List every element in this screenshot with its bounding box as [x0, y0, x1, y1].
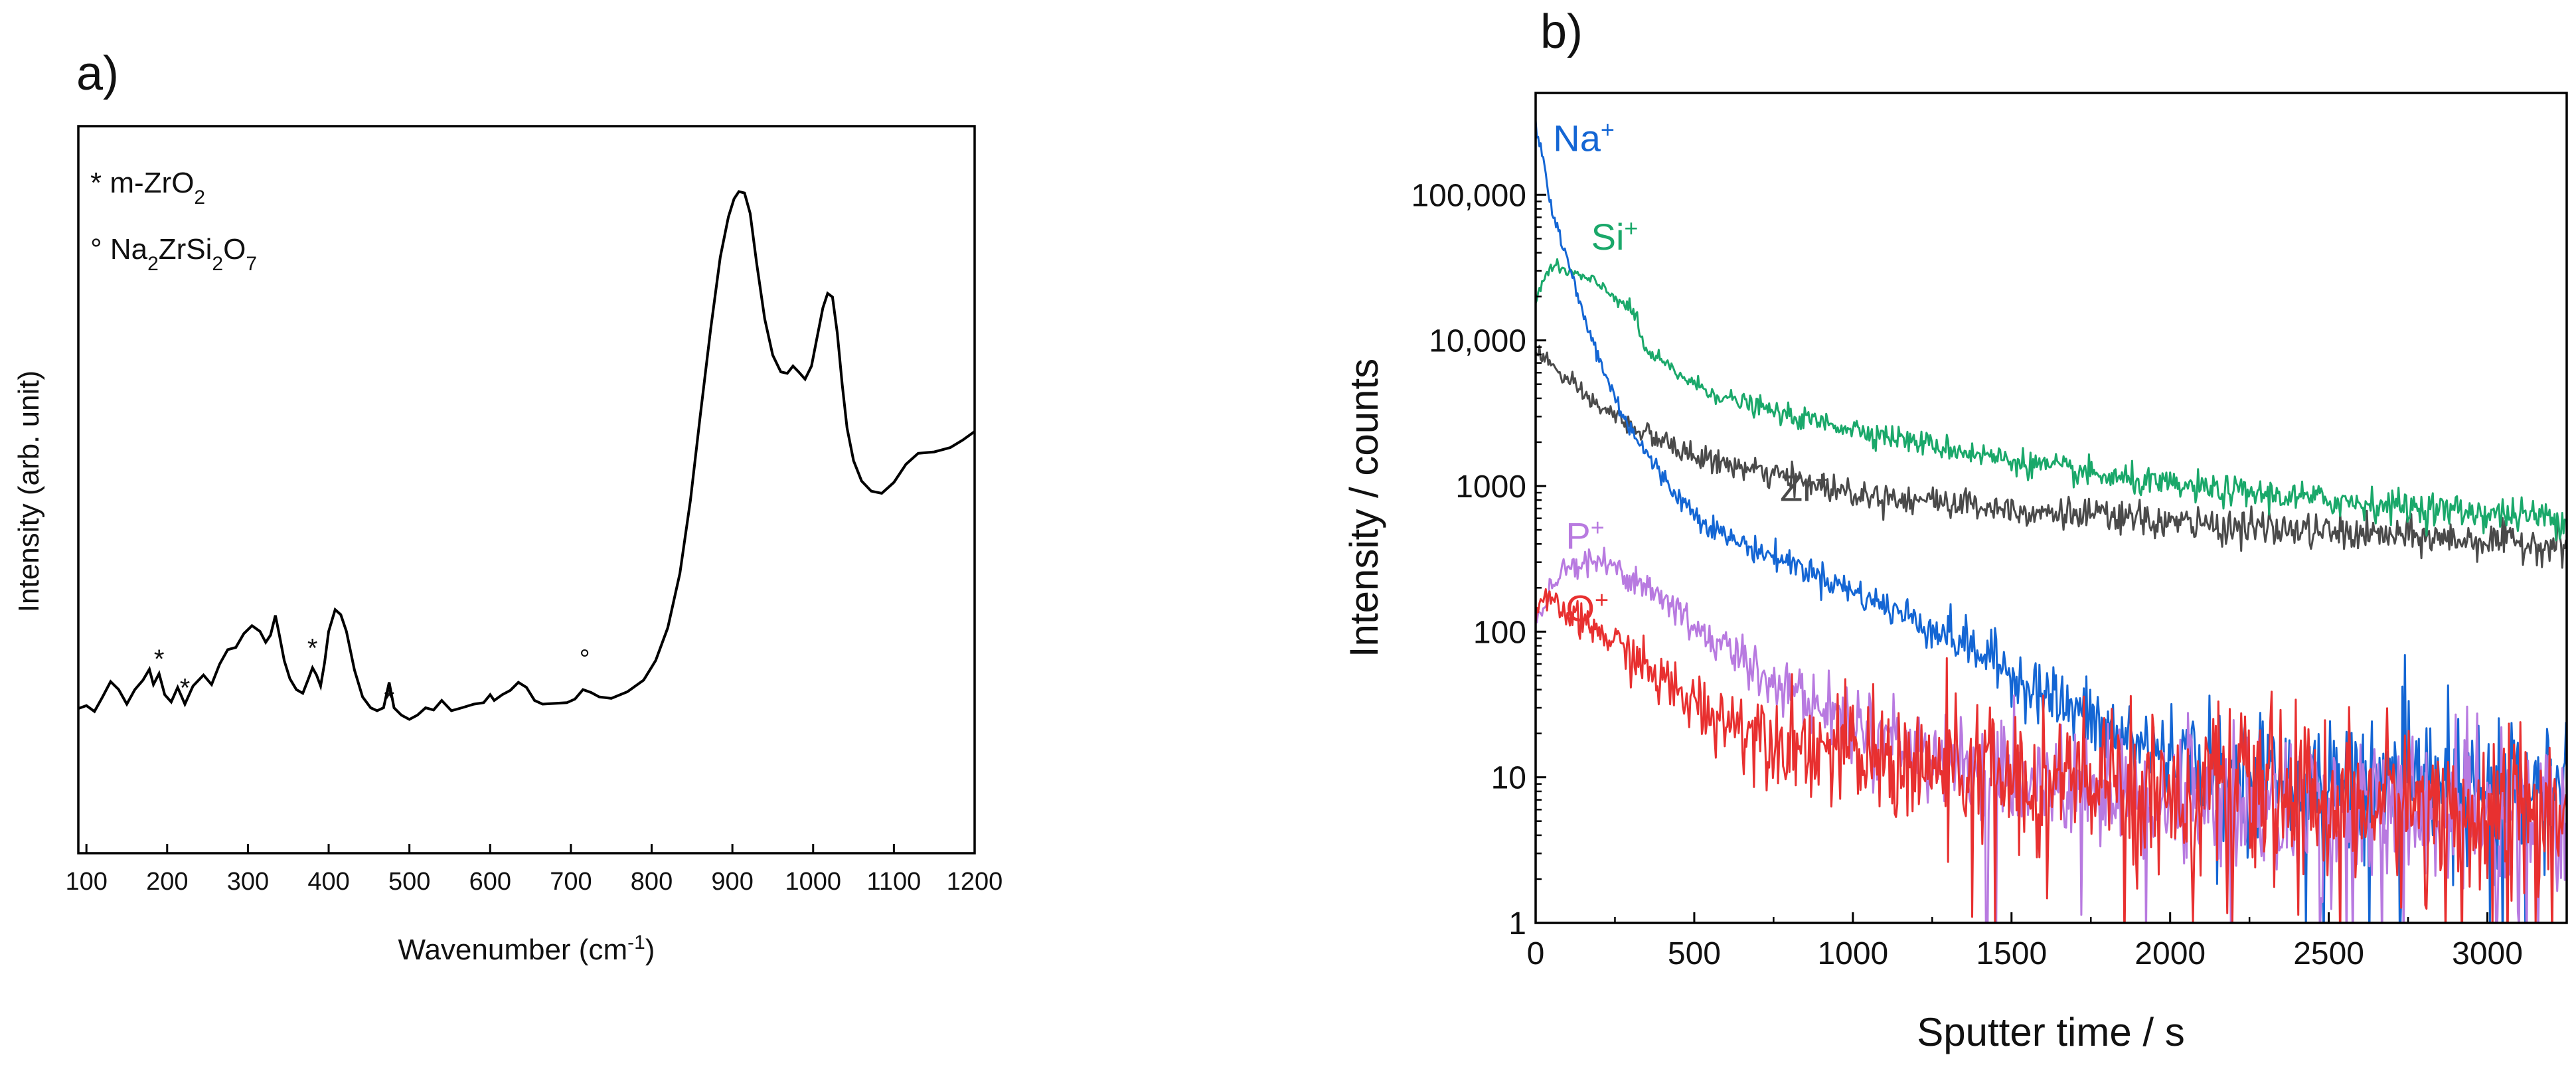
- panel-b-series-label-name: O: [1566, 588, 1595, 629]
- panel-b-x-tick-label: 500: [1668, 936, 1721, 971]
- panel-a-legend: * m-ZrO2° Na2ZrSi2O7: [90, 167, 257, 275]
- panel-a-peak-marker: *: [154, 645, 165, 674]
- panel-a-raman-line: [78, 190, 976, 721]
- panel-a-x-tick-label: 600: [469, 868, 511, 896]
- panel-b-series-lines: [1536, 120, 2567, 923]
- panel-b-label: b): [1540, 5, 1583, 58]
- panel-b-x-tick-label: 2500: [2293, 936, 2364, 971]
- panel-b-x-tick-label: 3000: [2452, 936, 2523, 971]
- panel-a-legend-text: 7: [246, 253, 257, 275]
- panel-b-x-tick-label: 1500: [1976, 936, 2047, 971]
- panel-b-series-o-line: [1536, 588, 2567, 923]
- panel-a-legend-text: ZrSi: [159, 233, 212, 266]
- panel-a-legend-symbol: °: [90, 233, 110, 266]
- panel-a-x-tick-label: 800: [631, 868, 673, 896]
- panel-a-legend-text: 2: [147, 253, 159, 275]
- panel-b-series-label-name: P: [1566, 515, 1590, 557]
- panel-a-x-tick-label: 900: [711, 868, 753, 896]
- panel-b-y-tick-label: 10,000: [1429, 324, 1526, 359]
- panel-a-legend-entry: * m-ZrO2: [90, 167, 205, 208]
- panel-b-series-label-o: O+: [1566, 586, 1609, 629]
- panel-a-x-tick-label: 200: [146, 868, 188, 896]
- panel-a-x-axis-title-main: Wavenumber (cm: [398, 934, 628, 966]
- panel-b-series-label-charge: +: [1601, 116, 1615, 143]
- panel-b-sims-depth-profile: b) 0 500 1000 1500 2000 2500 3000 1 10 100 1000 10,…: [1342, 5, 2568, 1054]
- panel-b-series-label-charge: +: [1815, 465, 1829, 493]
- panel-a-legend-symbol: *: [90, 167, 110, 199]
- panel-a-legend-text: 2: [212, 253, 223, 275]
- panel-a-legend-text: O: [223, 233, 246, 266]
- panel-a-x-tick-label: 300: [227, 868, 269, 896]
- panel-a-raman-spectrum: a) 100 200 300 400 500 600 700 800 900 1000 1100 12…: [13, 47, 1003, 966]
- panel-b-series-si-line: [1536, 258, 2567, 542]
- panel-a-legend-text: m-ZrO: [110, 167, 194, 199]
- panel-b-y-tick-label: 10: [1491, 761, 1526, 796]
- panel-b-y-axis-title: Intensity / counts: [1342, 359, 1386, 657]
- panel-a-label: a): [76, 47, 119, 100]
- panel-a-peak-marker: °: [580, 645, 590, 674]
- panel-b-y-tick-label: 100: [1473, 615, 1526, 650]
- panel-b-series-label-si: Si+: [1591, 214, 1639, 258]
- panel-a-x-axis-title: Wavenumber (cm-1): [398, 932, 655, 967]
- panel-a-x-tick-label: 100: [65, 868, 107, 896]
- panel-a-legend-text: 2: [194, 187, 205, 208]
- panel-a-x-ticks: 100 200 300 400 500 600 700 800 900 1000 1100 1200: [65, 844, 1003, 896]
- panel-b-series-zr-line: [1536, 345, 2567, 569]
- panel-b-x-tick-label: 2000: [2134, 936, 2206, 971]
- panel-a-x-tick-label: 400: [307, 868, 349, 896]
- panel-b-series-label-name: Na: [1553, 117, 1601, 159]
- panel-b-series-label-p: P+: [1566, 513, 1604, 557]
- panel-a-legend-text: Na: [110, 233, 148, 266]
- panel-b-series-label-zr: Zr+: [1780, 465, 1829, 509]
- panel-b-series-label-charge: +: [1595, 586, 1609, 613]
- panel-b-y-tick-label: 100,000: [1411, 178, 1526, 213]
- panel-a-y-axis-title: Intensity (arb. unit): [13, 370, 45, 612]
- panel-b-x-tick-label: 0: [1527, 936, 1545, 971]
- panel-a-x-axis-title-exponent: -1: [627, 932, 645, 953]
- panel-b-series-label-name: Si: [1591, 216, 1625, 258]
- panel-a-legend-entry: ° Na2ZrSi2O7: [90, 233, 257, 275]
- panel-a-x-tick-label: 500: [388, 868, 430, 896]
- panel-a-x-tick-label: 1100: [867, 868, 922, 896]
- panel-b-series-label-charge: +: [1591, 513, 1605, 540]
- panel-b-x-tick-label: 1000: [1817, 936, 1888, 971]
- panel-a-x-tick-label: 700: [550, 868, 592, 896]
- panel-b-series-label-na: Na+: [1553, 116, 1615, 159]
- panel-b-series-label-name: Zr: [1780, 467, 1815, 509]
- panel-b-series-labels: Na+Si+Zr+P+O+: [1553, 116, 1829, 629]
- panel-b-axis-ticks: 0 500 1000 1500 2000 2500 3000 1 10 100 1000 10,000…: [1411, 178, 2522, 971]
- panel-b-y-tick-label: 1000: [1455, 469, 1526, 505]
- panel-b-y-tick-label: 1: [1508, 906, 1526, 942]
- panel-a-plot-frame: [77, 125, 976, 855]
- panel-a-x-axis-title-end: ): [645, 934, 655, 966]
- panel-b-series-label-charge: +: [1624, 214, 1638, 241]
- panel-b-x-axis-title: Sputter time / s: [1917, 1010, 2184, 1054]
- panel-a-x-tick-label: 1200: [947, 868, 1003, 896]
- panel-a-x-tick-label: 1000: [785, 868, 841, 896]
- panel-a-peak-marker: *: [307, 633, 318, 663]
